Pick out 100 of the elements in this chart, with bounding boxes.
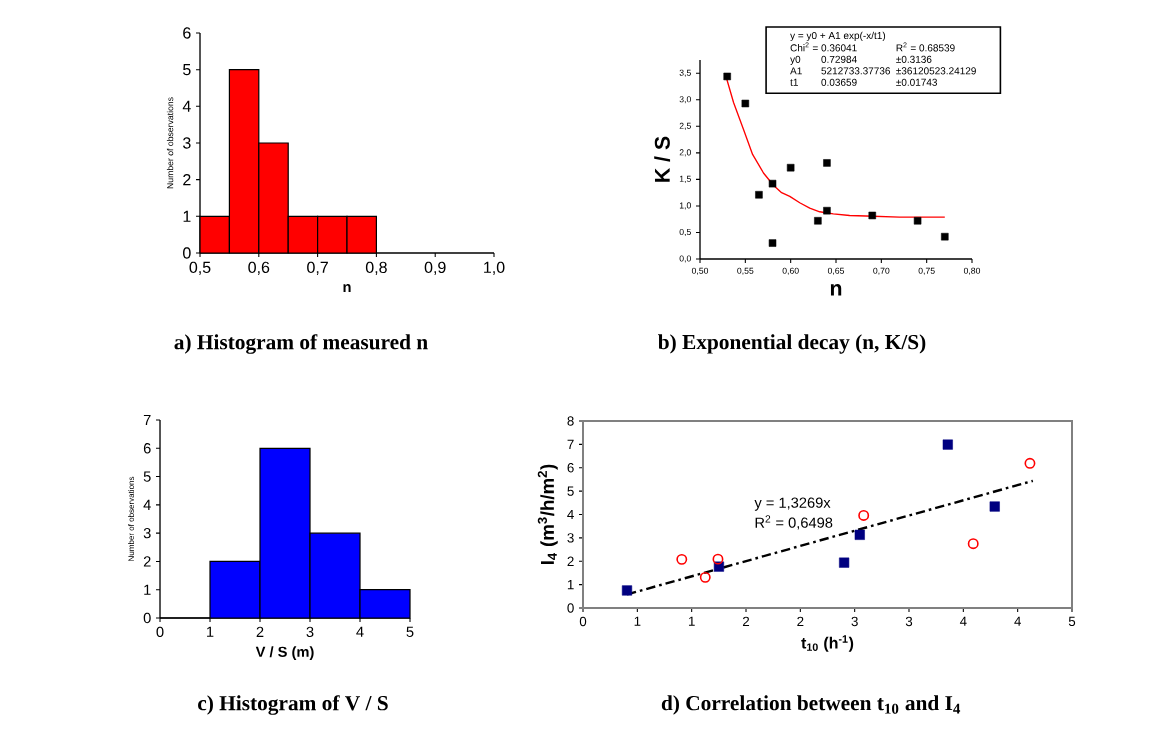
y-axis-title: K / S (654, 136, 671, 182)
y-tick-label: 0,0 (679, 255, 691, 263)
x-tick-label: 0,55 (737, 267, 754, 275)
y-tick-label: 5 (567, 486, 574, 496)
y-tick-label: 1 (567, 580, 574, 590)
text: y = y0 + A1 exp(-x/t1) (790, 31, 886, 42)
annotation: y = 1,3269x (754, 497, 831, 511)
point (712, 553, 724, 565)
y-tick-label: 7 (567, 439, 574, 449)
x-tick-label: 3 (306, 626, 314, 638)
y-axis-title: Number of observations (128, 476, 134, 561)
x-tick-label: 0,60 (782, 267, 799, 275)
text: c) Histogram of V / S (198, 695, 388, 715)
x-tick-label: 0,70 (873, 267, 890, 275)
y-tick-label: 0 (183, 247, 191, 259)
point (942, 439, 953, 450)
text: R$^{2}$ = 0.68539 (896, 42, 955, 52)
point (839, 557, 850, 568)
x-tick-label: 0 (579, 616, 587, 627)
point (941, 232, 949, 241)
y-tick-label: 3 (183, 137, 191, 149)
point (676, 553, 688, 565)
point (741, 99, 750, 108)
y-axis-title: Number of observations (166, 97, 174, 189)
y-tick-label: 0 (567, 603, 574, 613)
x-tick-label: 0,7 (307, 261, 328, 275)
x-tick-label: 0,50 (691, 267, 709, 275)
annotation: A1 (790, 67, 802, 75)
y-tick-label: 2,5 (679, 122, 691, 130)
point (699, 571, 711, 583)
y-tick-label: 7 (143, 414, 151, 426)
point (854, 529, 865, 540)
y-tick-label: 1 (183, 210, 191, 222)
x-tick-label: 0 (156, 626, 164, 638)
point (814, 217, 822, 225)
point (1024, 457, 1036, 469)
x-tick-label: 1 (634, 616, 641, 626)
y-tick-label: 4 (567, 509, 574, 520)
x-tick-label: 2 (256, 626, 264, 637)
x-tick-label: 4 (356, 626, 364, 637)
y-tick-label: 5 (143, 471, 151, 482)
text: Chi$^{2}$ = 0.36041 (790, 42, 857, 52)
y-tick-label: 5 (183, 64, 191, 76)
x-tick-label: 0,8 (365, 261, 387, 275)
point (723, 72, 731, 81)
x-axis-title: n (343, 284, 351, 292)
y-tick-label: 2,0 (679, 149, 691, 157)
y-tick-label: 2 (143, 556, 151, 567)
text: b) Exponential decay (n, K/S) (658, 334, 926, 354)
y-tick-label: 3,5 (679, 69, 691, 77)
point (768, 239, 777, 247)
x-tick-label: 4 (1014, 616, 1021, 626)
y-tick-label: 4 (182, 100, 191, 112)
annotation: ±0.01743 (896, 78, 938, 86)
x-tick-label: 0,75 (918, 267, 935, 275)
y-tick-label: 3 (143, 527, 151, 539)
text: d) Correlation between t$_{10}$ and I$_{4}$ (661, 695, 961, 715)
annotation: y0 (790, 55, 801, 65)
y-axis-title: I$_{4}$ (m$^{3}$/h/m$^{2}$) (537, 464, 558, 565)
x-tick-label: 2 (742, 616, 750, 627)
point (823, 159, 831, 167)
point (858, 509, 870, 521)
point (868, 211, 876, 220)
text: a) Histogram of measured n (174, 334, 428, 354)
x-tick-label: 5 (1068, 616, 1076, 626)
annotation: 0.03659 (821, 78, 857, 86)
x-axis-title: t$_{10}$ (h$^{-1}$) (801, 635, 854, 652)
annotation: t1 (790, 78, 798, 86)
annotation: ±36120523.24129 (896, 67, 976, 75)
y-tick-label: 2 (183, 174, 191, 186)
annotation: ±0.3136 (896, 55, 932, 63)
y-tick-label: 6 (143, 443, 151, 454)
y-tick-label: 1,0 (679, 202, 691, 210)
point (621, 585, 633, 596)
x-tick-label: 5 (406, 626, 414, 637)
y-tick-label: 3 (567, 533, 574, 543)
y-tick-label: 8 (567, 416, 574, 426)
y-tick-label: 1,5 (679, 175, 691, 183)
point (755, 191, 763, 199)
y-tick-label: 6 (183, 27, 191, 39)
y-tick-label: 4 (143, 499, 151, 510)
x-tick-label: 1 (207, 626, 214, 637)
y-tick-label: 3,0 (679, 96, 691, 104)
y-tick-label: 0,5 (679, 228, 691, 237)
x-tick-label: 3 (851, 616, 858, 627)
x-tick-label: 2 (797, 616, 804, 627)
point (967, 538, 979, 550)
x-axis-title: n (830, 284, 842, 296)
y-tick-label: 1 (144, 584, 151, 595)
annotation: 0.72984 (821, 55, 857, 63)
point (989, 501, 1000, 512)
x-tick-label: 0,80 (963, 267, 981, 275)
point (768, 179, 777, 188)
x-tick-label: 3 (905, 616, 913, 627)
point (913, 217, 922, 225)
x-tick-label: 4 (959, 616, 967, 626)
y-tick-label: 6 (567, 463, 574, 473)
x-axis-title: V / S (m) (255, 646, 314, 660)
x-tick-label: 0,9 (424, 261, 446, 275)
annotation: R$^{2}$ = 0,6498 (755, 515, 833, 530)
